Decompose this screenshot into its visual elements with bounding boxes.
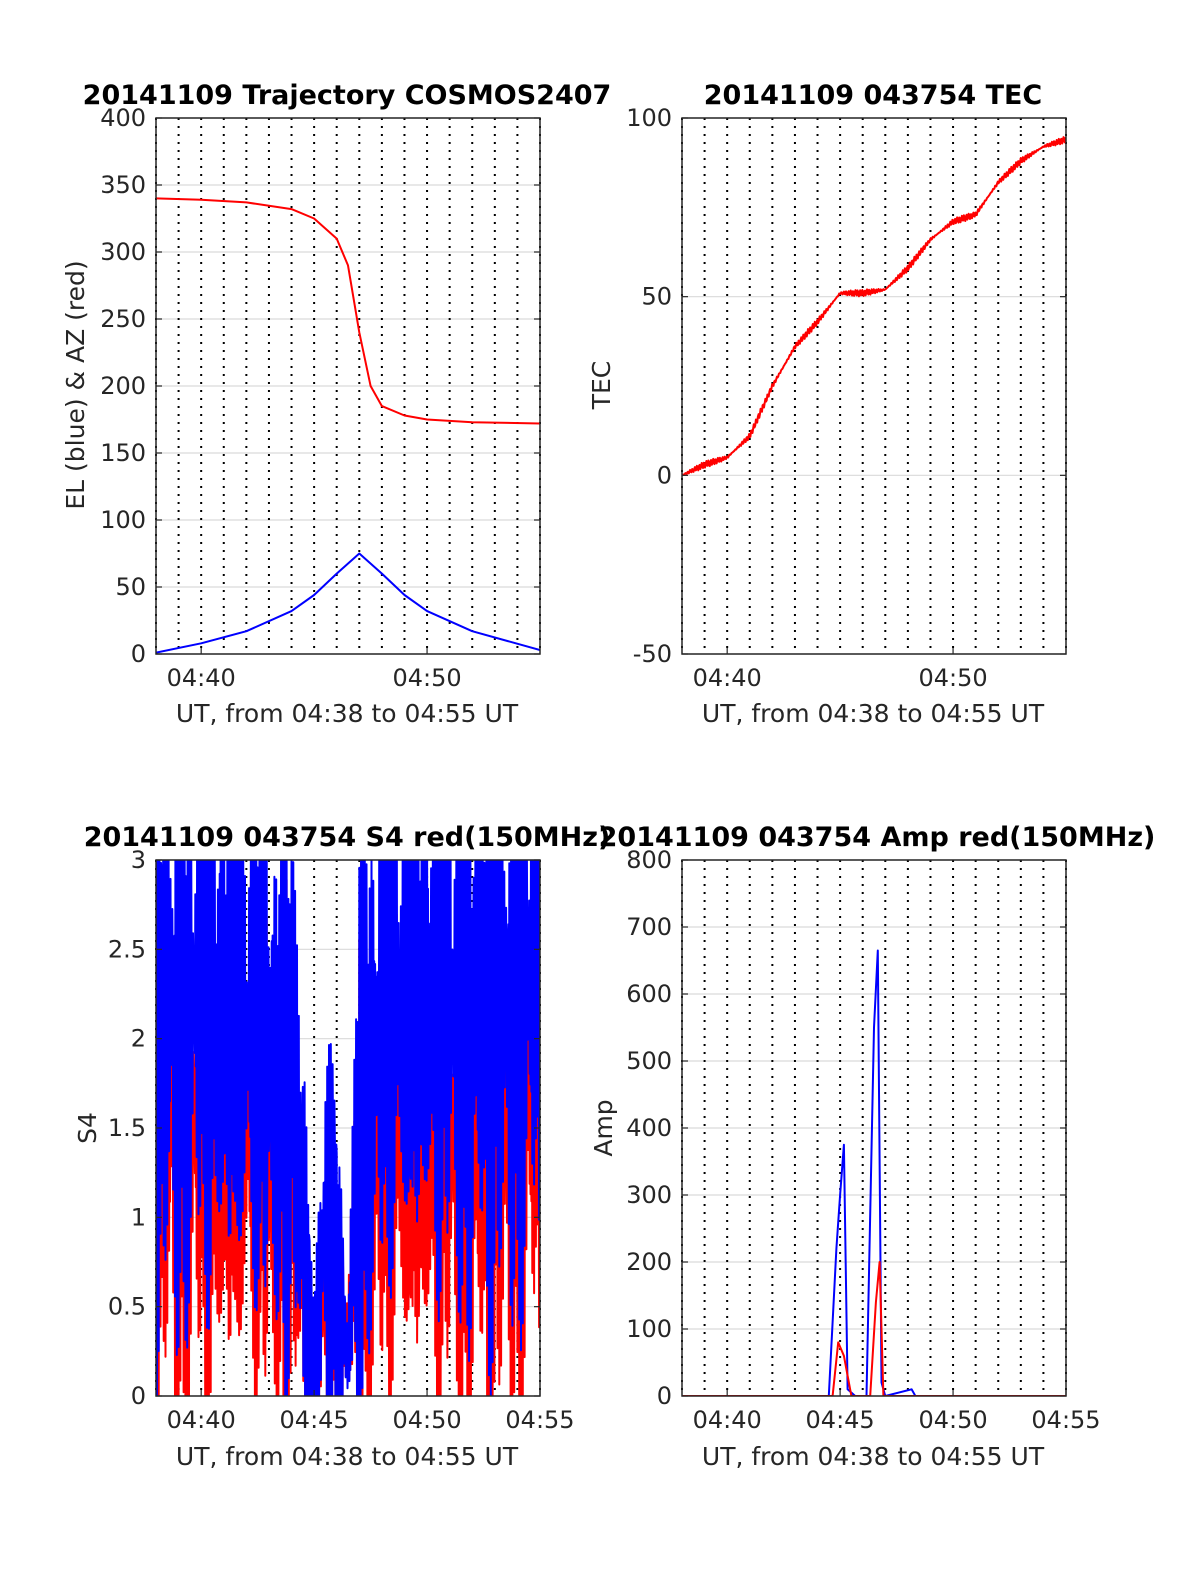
y-tick-label: 0 [131,640,146,668]
y-tick-label: 0.5 [108,1293,146,1321]
y-tick-label: 1.5 [108,1114,146,1142]
amp-title: 20141109 043754 Amp red(150MHz) [599,822,1156,853]
y-tick-label: 2.5 [108,935,146,963]
x-tick-label: 04:55 [505,1406,574,1434]
y-tick-label: 0 [657,461,672,489]
y-tick-label: 3 [131,846,146,874]
tec-x-axis-label: UT, from 04:38 to 04:55 UT [702,699,1045,728]
y-tick-label: 800 [626,846,672,874]
y-tick-label: 400 [100,104,146,132]
amp-series [682,949,1066,1396]
y-tick-label: 100 [626,1315,672,1343]
amp-x-axis-label: UT, from 04:38 to 04:55 UT [702,1442,1045,1471]
y-tick-label: 1 [131,1203,146,1231]
s4-series [156,860,540,1396]
red-series-line [682,136,1066,477]
y-tick-label: 50 [641,283,672,311]
amp-grid [681,859,1067,1397]
trajectory-series [156,197,540,654]
x-tick-label: 04:45 [806,1406,875,1434]
y-tick-label: 300 [626,1181,672,1209]
y-tick-label: 300 [100,238,146,266]
blue-series-line [156,860,540,1396]
tec-ticks: -50 0 50 100 04:40 04:50 [626,104,1067,692]
y-tick-label: 150 [100,439,146,467]
y-tick-label: 250 [100,305,146,333]
red-series-line [156,197,540,425]
amp-ticks: 0 100 200 300 400 500 600 700 800 04:40 04:45 04:50… [626,846,1100,1434]
x-tick-label: 04:45 [280,1406,349,1434]
amp-panel: 20141109 043754 Amp red(150MHz) 0 100 200 3… [589,822,1155,1471]
s4-title: 20141109 043754 S4 red(150MHz) [84,822,611,853]
y-tick-label: 0 [131,1382,146,1410]
blue-series-line [682,949,1066,1396]
x-tick-label: 04:50 [392,1406,461,1434]
axes-frame [681,859,1067,1397]
axes-frame [155,117,541,655]
amp-y-axis-label: Amp [589,1099,618,1156]
axes-frame [681,117,1067,655]
y-tick-label: 50 [115,573,146,601]
y-tick-label: -50 [633,640,672,668]
y-tick-label: 350 [100,171,146,199]
tec-title: 20141109 043754 TEC [704,80,1043,111]
x-tick-label: 04:50 [918,1406,987,1434]
red-series-line [682,1261,1066,1396]
y-tick-label: 200 [100,372,146,400]
y-tick-label: 200 [626,1248,672,1276]
trajectory-panel: 20141109 Trajectory COSMOS2407 0 50 100 150… [61,80,611,728]
y-tick-label: 100 [100,506,146,534]
trajectory-x-axis-label: UT, from 04:38 to 04:55 UT [176,699,519,728]
y-tick-label: 2 [131,1025,146,1053]
trajectory-grid [155,117,541,655]
trajectory-ticks: 0 50 100 150 200 250 300 350 400 04:40 04:50 [100,104,541,692]
x-tick-label: 04:40 [167,1406,236,1434]
blue-series-line [156,552,540,654]
y-tick-label: 400 [626,1114,672,1142]
s4-ticks: 0 0.5 1 1.5 2 2.5 3 04:40 04:45 04:50 04:55 [108,846,575,1434]
x-tick-label: 04:50 [918,664,987,692]
x-tick-label: 04:40 [167,664,236,692]
s4-x-axis-label: UT, from 04:38 to 04:55 UT [176,1442,519,1471]
trajectory-title: 20141109 Trajectory COSMOS2407 [83,80,612,111]
y-tick-label: 700 [626,913,672,941]
tec-grid [681,117,1067,655]
x-tick-label: 04:40 [693,1406,762,1434]
x-tick-label: 04:55 [1031,1406,1100,1434]
y-tick-label: 0 [657,1382,672,1410]
s4-panel: 20141109 043754 S4 red(150MHz) 0 0.5 1 1.5 2… [73,822,610,1471]
y-tick-label: 600 [626,980,672,1008]
s4-y-axis-label: S4 [73,1112,102,1144]
axes-frame [155,859,541,1397]
y-tick-label: 100 [626,104,672,132]
x-tick-label: 04:50 [392,664,461,692]
x-tick-label: 04:40 [693,664,762,692]
trajectory-y-axis-label: EL (blue) & AZ (red) [61,260,90,509]
tec-y-axis-label: TEC [587,361,616,411]
tec-series [682,136,1066,477]
y-tick-label: 500 [626,1047,672,1075]
